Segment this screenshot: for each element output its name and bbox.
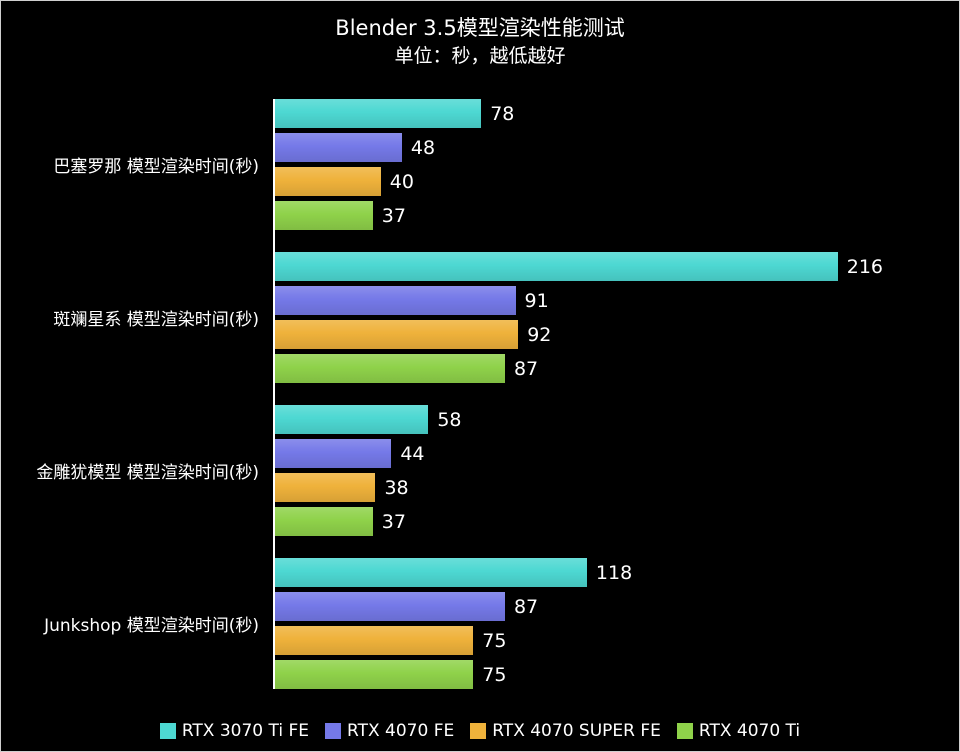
bar-row: 216 (275, 252, 883, 281)
bar (275, 626, 474, 655)
bar-row: 38 (275, 473, 883, 502)
bar-stack: 216 91 92 87 (273, 252, 941, 383)
bar-row: 44 (275, 439, 883, 468)
bar-stack: 78 48 40 37 (273, 99, 941, 230)
bar-value-label: 44 (400, 442, 425, 465)
legend-item: RTX 4070 SUPER FE (470, 721, 661, 741)
bar (275, 660, 474, 689)
category-label: 巴塞罗那 模型渲染时间(秒) (53, 157, 259, 177)
y-axis-line (273, 99, 275, 689)
bar-row: 75 (275, 660, 883, 689)
bar-value-label: 75 (482, 629, 507, 652)
bar-group: 斑斓星系 模型渲染时间(秒) 216 91 92 87 (1, 252, 941, 383)
bar-value-label: 48 (410, 136, 436, 159)
bar (275, 201, 373, 230)
bar-row: 87 (275, 354, 883, 383)
bar-value-label: 118 (595, 561, 633, 584)
legend-label: RTX 4070 Ti (698, 721, 801, 741)
category-label: 斑斓星系 模型渲染时间(秒) (53, 310, 259, 330)
bar-row: 118 (275, 558, 883, 587)
bar-group: 金雕犹模型 模型渲染时间(秒) 58 44 38 37 (1, 405, 941, 536)
bar (275, 439, 392, 468)
legend-swatch (325, 723, 342, 739)
chart-subtitle: 单位：秒，越低越好 (394, 45, 566, 67)
bar-value-label: 91 (524, 289, 549, 312)
bar-value-label: 58 (437, 408, 462, 431)
bar (275, 507, 373, 536)
bar-group: Junkshop 模型渲染时间(秒) 118 87 75 75 (1, 558, 941, 689)
bar (275, 405, 429, 434)
bar-value-label: 38 (384, 476, 409, 499)
bar (275, 320, 519, 349)
bar-row: 75 (275, 626, 883, 655)
bar-value-label: 87 (513, 595, 539, 618)
bar-value-label: 87 (513, 357, 539, 380)
bar-row: 37 (275, 507, 883, 536)
bar (275, 473, 376, 502)
bar (275, 592, 505, 621)
legend-swatch (676, 723, 693, 739)
legend-item: RTX 3070 Ti FE (159, 721, 310, 741)
bar (275, 133, 402, 162)
legend: RTX 3070 Ti FE RTX 4070 FE RTX 4070 SUPER … (1, 721, 959, 741)
bar (275, 252, 838, 281)
bar-value-label: 75 (482, 663, 507, 686)
bar-row: 92 (275, 320, 883, 349)
legend-swatch (470, 723, 487, 739)
bar-value-label: 37 (381, 510, 406, 533)
bar-value-label: 37 (381, 204, 406, 227)
chart-title: Blender 3.5模型渲染性能测试 (335, 16, 625, 40)
bar (275, 99, 482, 128)
bar-row: 91 (275, 286, 883, 315)
bar (275, 286, 516, 315)
legend-label: RTX 3070 Ti FE (181, 721, 310, 741)
bar-value-label: 92 (527, 323, 552, 346)
legend-item: RTX 4070 FE (325, 721, 454, 741)
bar-value-label: 78 (490, 102, 515, 125)
bar-row: 37 (275, 201, 883, 230)
bar (275, 558, 587, 587)
bar-group: 巴塞罗那 模型渲染时间(秒) 78 48 40 37 (1, 99, 941, 230)
bar (275, 167, 381, 196)
bar-stack: 58 44 38 37 (273, 405, 941, 536)
bar-row: 58 (275, 405, 883, 434)
bar-row: 40 (275, 167, 883, 196)
bar-row: 87 (275, 592, 883, 621)
legend-swatch (159, 723, 176, 739)
plot-area: 巴塞罗那 模型渲染时间(秒) 78 48 40 37 斑斓星系 模型渲染时间(秒) 216 9… (1, 99, 959, 689)
category-label: 金雕犹模型 模型渲染时间(秒) (36, 463, 259, 483)
bar-value-label: 40 (389, 170, 414, 193)
bar-row: 48 (275, 133, 883, 162)
legend-label: RTX 4070 FE (347, 721, 455, 741)
category-label: Junkshop 模型渲染时间(秒) (44, 616, 259, 636)
bar-row: 78 (275, 99, 883, 128)
bar-stack: 118 87 75 75 (273, 558, 941, 689)
legend-label: RTX 4070 SUPER FE (492, 721, 661, 741)
bar (275, 354, 505, 383)
legend-item: RTX 4070 Ti (676, 721, 801, 741)
bar-value-label: 216 (846, 255, 883, 278)
